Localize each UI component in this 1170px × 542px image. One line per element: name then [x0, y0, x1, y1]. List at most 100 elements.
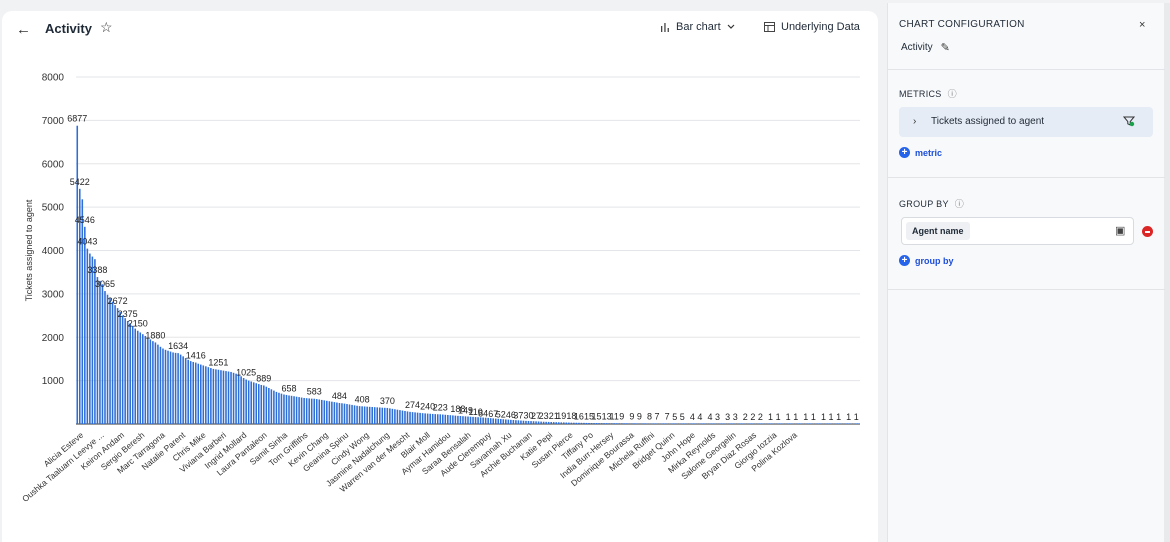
bar [484, 417, 487, 424]
bar [852, 423, 855, 424]
bar [457, 415, 459, 424]
bar [563, 422, 565, 424]
bar [419, 412, 421, 424]
bar [472, 416, 474, 424]
bar [263, 385, 265, 424]
add-group-by-button[interactable]: + group by [899, 255, 954, 266]
bar [822, 423, 825, 424]
panel-scrollbar[interactable] [1164, 3, 1170, 542]
info-icon[interactable]: ⓘ [947, 89, 957, 99]
bar [706, 423, 709, 424]
bar [522, 420, 525, 424]
back-arrow-icon[interactable]: ← [16, 21, 31, 38]
data-label: 1 [811, 412, 816, 422]
data-label: 1 [836, 412, 841, 422]
bar-chart-icon [661, 23, 669, 32]
star-icon[interactable]: ☆ [100, 19, 113, 35]
bar [696, 423, 699, 424]
bar [610, 423, 613, 424]
bar [159, 346, 162, 424]
bar [260, 384, 263, 424]
bar [331, 401, 333, 424]
filter-icon[interactable] [1123, 115, 1135, 127]
data-label: 1416 [186, 351, 206, 361]
bar [479, 417, 482, 424]
bar [358, 406, 361, 424]
remove-group-by-icon[interactable] [1142, 226, 1153, 237]
bar [111, 301, 114, 424]
data-label: 4 [707, 412, 712, 422]
bar [555, 422, 558, 424]
bar [194, 362, 197, 424]
data-label: 4 [697, 412, 702, 422]
pencil-icon[interactable]: ✎ [940, 42, 950, 54]
info-icon[interactable]: ⓘ [954, 199, 965, 209]
bar [394, 409, 396, 424]
bar [686, 423, 689, 424]
data-label: 408 [355, 394, 370, 404]
bar [447, 414, 449, 424]
close-icon[interactable]: × [1139, 19, 1146, 31]
data-label: 1634 [168, 341, 188, 351]
bar [565, 422, 568, 424]
bar [252, 382, 255, 424]
bar [245, 379, 247, 424]
data-label: 1 [846, 412, 851, 422]
data-label: 46 [506, 410, 516, 420]
bar [235, 373, 237, 424]
bar [338, 403, 341, 424]
bar [772, 423, 774, 424]
bar [517, 420, 520, 424]
bar [787, 423, 789, 424]
bar [192, 361, 195, 424]
data-label: 2672 [108, 296, 128, 306]
chevron-right-icon[interactable]: › [913, 116, 917, 127]
data-label: 18 [566, 411, 576, 421]
add-metric-button[interactable]: + metric [899, 147, 942, 158]
bar [628, 423, 631, 424]
data-label: 5 [680, 412, 685, 422]
bar [285, 394, 288, 424]
underlying-data-button[interactable]: Underlying Data [764, 21, 860, 33]
bar [769, 423, 772, 424]
metrics-section-label: METRICS ⓘ [899, 87, 957, 100]
chart-name: Activity ✎ [901, 41, 950, 54]
bar [94, 259, 96, 424]
bar [588, 422, 590, 424]
bar [512, 420, 515, 424]
bar [656, 423, 658, 424]
bar [820, 423, 822, 424]
bar [462, 416, 464, 424]
bar [699, 423, 701, 424]
bar [356, 405, 358, 424]
group-by-chip[interactable]: Agent name [906, 222, 970, 240]
metric-item[interactable]: › Tickets assigned to agent [899, 107, 1153, 137]
bar [273, 390, 275, 424]
divider [888, 69, 1165, 70]
bar [124, 318, 126, 424]
x-tick-label: Oushka Taaluarn Leevye ... [20, 430, 106, 504]
bar [278, 392, 280, 424]
data-label: 1880 [145, 330, 165, 340]
bar [240, 376, 242, 424]
bar [499, 419, 502, 424]
chart-header: ← Activity ☆ Bar chart [2, 11, 878, 47]
data-label: 223 [433, 402, 448, 412]
data-label: 23 [539, 411, 549, 421]
bar [638, 423, 641, 424]
bar [618, 423, 621, 424]
bar [726, 423, 729, 424]
add-group-by-label: group by [915, 255, 954, 266]
bar [381, 407, 384, 424]
bar [416, 412, 419, 424]
bar [845, 423, 847, 424]
bar [734, 423, 736, 424]
data-label: 1 [854, 412, 859, 422]
calendar-icon[interactable]: ▣ [1115, 225, 1126, 237]
bar [547, 421, 550, 424]
bar [573, 422, 575, 424]
chart-type-dropdown[interactable]: Bar chart [660, 21, 735, 33]
bar [759, 423, 762, 424]
data-label: 27 [531, 411, 541, 421]
bar [469, 416, 472, 424]
